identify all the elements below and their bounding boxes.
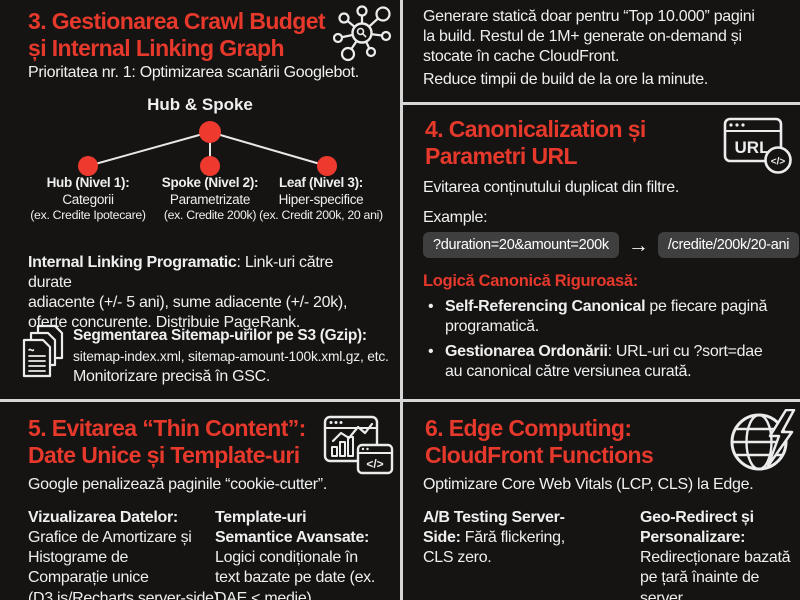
- spoke-node-right: [317, 156, 337, 176]
- paragraph-lead: Internal Linking Programatic: [28, 254, 237, 271]
- bullet-icon: •: [428, 343, 434, 361]
- vertical-divider: [400, 0, 403, 600]
- build-time-paragraph: Reduce timpii de build de la ore la minu…: [423, 71, 709, 88]
- column-heading: Vizualizarea Datelor:: [28, 509, 178, 526]
- diagram-node-label-hub: Hub (Nivel 1): Categorii (ex. Credite Ip…: [3, 174, 173, 223]
- sitemap-files: sitemap-index.xml, sitemap-amount-100k.x…: [73, 349, 389, 364]
- url-before-pill: ?duration=20&amount=200k: [423, 232, 619, 258]
- node-label-example: (ex. Credite Ipotecare): [30, 208, 146, 222]
- column-body: Fără flickering, CLS zero.: [423, 529, 565, 567]
- globe-bolt-icon: [730, 409, 796, 471]
- node-label-title: Hub (Nivel 1):: [46, 175, 130, 190]
- section6-subtitle: Optimizare Core Web Vitals (LCP, CLS) la…: [423, 476, 754, 493]
- column-body: Grafice de Amortizare și Histograme de C…: [28, 529, 223, 600]
- section5-subtitle: Google penalizează paginile “cookie-cutt…: [28, 476, 327, 493]
- url-after-pill: /credite/200k/20-ani: [657, 232, 800, 258]
- node-label-sub: Parametrizate: [169, 192, 251, 207]
- bullet-text: Gestionarea Ordonării: URL-uri cu ?sort=…: [445, 342, 788, 382]
- sitemap-block: Segmentarea Sitemap-urilor pe S3 (Gzip):…: [73, 327, 395, 386]
- bullet-text: Self-Referencing Canonical pe fiecare pa…: [445, 297, 788, 337]
- column-heading: Template-uri Semantice Avansate:: [215, 509, 370, 547]
- hub-spoke-diagram-title: Hub & Spoke: [147, 95, 253, 114]
- section3-title: 3. Gestionarea Crawl Budget și Internal L…: [28, 8, 358, 62]
- hub-network-icon: [333, 5, 392, 62]
- hub-node: [199, 121, 221, 143]
- node-label-example: (ex. Credit 200k, 20 ani): [259, 208, 383, 222]
- section4-subtitle: Evitarea conținutului duplicat din filtr…: [423, 179, 679, 196]
- static-generation-paragraph: Generare statică doar pentru “Top 10.000…: [423, 8, 755, 66]
- url-rewrite-example: ?duration=20&amount=200k → /credite/200k…: [423, 232, 800, 258]
- url-browser-icon: URL </>: [723, 117, 792, 174]
- bullet-body: : URL-uri cu ?sort=dae au canonical cătr…: [445, 343, 763, 381]
- section6-title: 6. Edge Computing: CloudFront Functions: [425, 415, 735, 469]
- column-body: Logici condiționale în text bazate pe da…: [215, 549, 376, 600]
- node-label-title: Spoke (Nivel 2):: [161, 175, 259, 190]
- ab-testing-column: A/B Testing Server- Side: Fără flickerin…: [423, 508, 628, 568]
- section3-subtitle: Prioritatea nr. 1: Optimizarea scanării …: [28, 64, 359, 81]
- section5-title-line1: 5. Evitarea “Thin Content”:: [28, 415, 306, 441]
- charts-browser-icon: </>: [323, 415, 394, 475]
- diagram-node-label-leaf: Leaf (Nivel 3): Hiper-specifice (ex. Cre…: [243, 174, 399, 223]
- node-label-title: Leaf (Nivel 3):: [278, 175, 364, 190]
- lightning-bolt-glyph: [766, 409, 796, 468]
- section6-title-line2: CloudFront Functions: [425, 441, 654, 468]
- section5-title-line2: Date Unice și Template-uri: [28, 441, 300, 468]
- sitemap-heading: Segmentarea Sitemap-urilor pe S3 (Gzip):: [73, 327, 367, 344]
- canonical-bullet-list: • Self-Referencing Canonical pe fiecare …: [428, 297, 788, 388]
- bullet-lead: Gestionarea Ordonării: [445, 343, 608, 361]
- geo-redirect-column: Geo-Redirect și Personalizare: Redirecțio…: [640, 508, 800, 600]
- hub-spoke-diagram: [78, 121, 337, 176]
- section4-title: 4. Canonicalization și Parametri URL: [425, 116, 725, 170]
- code-icon-glyph: </>: [366, 457, 383, 471]
- magnifier-glyph: [356, 27, 365, 36]
- section6-title-line1: 6. Edge Computing:: [425, 415, 632, 441]
- diagram-node-label-spoke: Spoke (Nivel 2): Parametrizate (ex. Cred…: [128, 174, 292, 223]
- arrow-right-icon: →: [627, 233, 649, 257]
- column-body: Redirecționare bazată pe țară înainte de…: [640, 549, 791, 600]
- example-label: Example:: [423, 209, 488, 226]
- bullet-lead: Self-Referencing Canonical: [445, 298, 646, 315]
- spoke-node-left: [78, 156, 98, 176]
- node-label-sub: Hiper-specifice: [278, 192, 364, 207]
- column-heading: Geo-Redirect și Personalizare:: [640, 509, 754, 547]
- semantic-templates-column: Template-uri Semantice Avansate: Logici c…: [215, 508, 399, 600]
- bullet-icon: •: [428, 298, 434, 315]
- url-icon-label: URL: [735, 138, 770, 157]
- node-label-example: (ex. Credite 200k): [163, 208, 257, 222]
- section3-title-line1: 3. Gestionarea Crawl Budget: [28, 8, 326, 34]
- node-label-sub: Categorii: [62, 192, 114, 207]
- section5-title: 5. Evitarea “Thin Content”: Date Unice și…: [28, 415, 348, 469]
- section4-title-line2: Parametri URL: [425, 142, 578, 169]
- right-column-divider: [403, 102, 800, 105]
- section3-title-line2: și Internal Linking Graph: [28, 34, 285, 61]
- column-heading: A/B Testing Server- Side:: [423, 509, 565, 547]
- list-item: • Self-Referencing Canonical pe fiecare …: [428, 297, 788, 337]
- list-item: • Gestionarea Ordonării: URL-uri cu ?sor…: [428, 342, 788, 382]
- section4-title-line1: 4. Canonicalization și: [425, 116, 646, 142]
- horizontal-divider: [0, 399, 800, 402]
- spoke-node-center: [200, 156, 220, 176]
- documents-stack-icon: [22, 324, 64, 378]
- data-visualization-column: Vizualizarea Datelor: Grafice de Amortiza…: [28, 508, 224, 600]
- bullet-body: pe fiecare pagină programatică.: [445, 298, 768, 336]
- sitemap-note: Monitorizare precisă în GSC.: [73, 368, 271, 385]
- code-icon-glyph: </>: [771, 157, 786, 168]
- canonical-logic-heading: Logică Canonică Riguroasă:: [423, 272, 638, 290]
- internal-linking-paragraph: Internal Linking Programatic: Link-uri c…: [28, 253, 380, 334]
